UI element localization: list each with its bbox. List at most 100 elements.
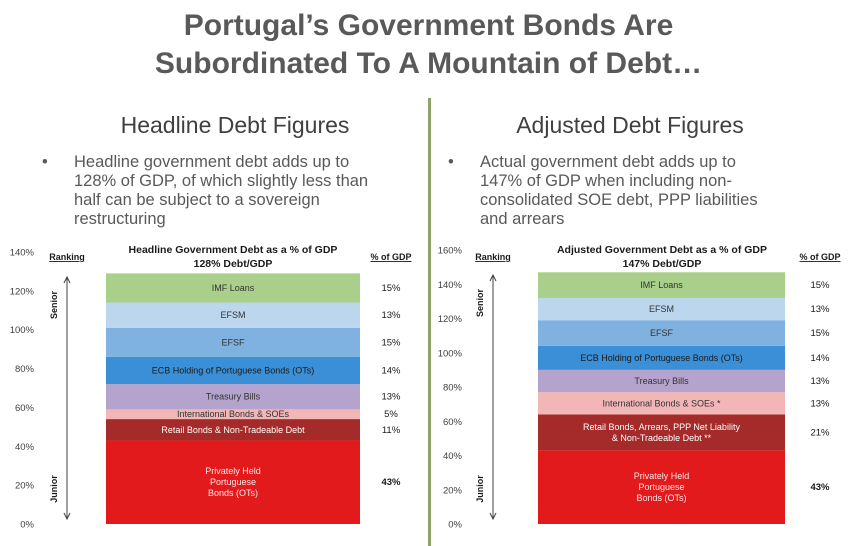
ranking-arrow-up-head [489, 273, 497, 282]
bar-segment-label: Treasury Bills [634, 376, 689, 386]
bar-segment-label: Retail Bonds & Non-Tradeable Debt [161, 425, 305, 435]
bar-segment-label: EFSM [649, 304, 674, 314]
bar-segment-pct-label: 13% [381, 310, 401, 321]
bar-segment [106, 356, 360, 385]
bar-segment-pct-label: 15% [810, 328, 830, 339]
bar-segment-label: ECB Holding of Portuguese Bonds (OTs) [152, 366, 315, 376]
ranking-label: Ranking [475, 252, 511, 262]
bar-segment-pct-label: 43% [381, 477, 401, 488]
bar-segment [106, 302, 360, 328]
right-bullet-dot: • [448, 153, 454, 171]
left-bullet-line: Headline government debt adds up to [74, 153, 350, 171]
ranking-arrow-up-head [63, 275, 71, 284]
y-tick-label: 20% [15, 481, 35, 492]
right-bullet-line: consolidated SOE debt, PPP liabilities [480, 191, 758, 209]
y-tick-label: 0% [20, 520, 34, 531]
chart-title: Adjusted Government Debt as a % of GDP [557, 244, 767, 256]
junior-label: Junior [475, 475, 485, 503]
bar-segment [538, 320, 785, 346]
y-tick-label: 100% [10, 325, 35, 336]
bar-segment-label: Privately Held [205, 466, 261, 476]
section-divider [428, 98, 431, 546]
bar-segment-label: Privately Held [634, 471, 690, 481]
chart-title: Headline Government Debt as a % of GDP [129, 244, 338, 256]
ranking-label: Ranking [49, 252, 85, 262]
y-tick-label: 120% [10, 286, 35, 297]
bar-segment [538, 272, 785, 298]
senior-label: Senior [475, 289, 485, 318]
left-section-heading: Headline Debt Figures [120, 112, 350, 138]
right-bullet-line: 147% of GDP when including non- [480, 172, 732, 190]
bar-segment-label: Portuguese [210, 477, 256, 487]
bar-segment-label: EFSF [221, 337, 245, 347]
left-bullet: • Headline government debt adds up to 12… [42, 153, 419, 229]
chart-subtitle: 147% Debt/GDP [623, 258, 702, 270]
y-tick-label: 20% [443, 485, 463, 496]
right-bullet-line: Actual government debt adds up to [480, 153, 736, 171]
ranking-arrow-down-head [63, 512, 71, 521]
bar-segment-label: & Non-Tradeable Debt ** [612, 433, 712, 443]
bar-segment-label: EFSM [220, 310, 245, 320]
y-tick-label: 160% [438, 246, 463, 257]
bar-segment-pct-label: 11% [382, 425, 401, 436]
chart-subtitle: 128% Debt/GDP [194, 258, 273, 270]
bar-segment [106, 419, 360, 441]
ranking-arrow-down-head [489, 512, 497, 521]
bar-segment [538, 450, 785, 524]
right-bullet-line: and arrears [480, 210, 565, 228]
bar-segment-pct-label: 15% [381, 337, 401, 348]
left-bullet-dot: • [42, 153, 48, 171]
bar-segment [106, 327, 360, 357]
adjusted-debt-chart: 0% 20% 40% 60% 80% 100% 120% 140% 160% Adjusted G… [438, 244, 841, 531]
bar-segment [538, 414, 785, 451]
senior-label: Senior [49, 291, 59, 320]
bar-segment [538, 297, 785, 321]
bar-segment-pct-label: 13% [810, 398, 830, 409]
bar-segment-label: Bonds (OTs) [636, 493, 686, 503]
bar-segment-label: Bonds (OTs) [208, 488, 258, 498]
y-tick-label: 60% [443, 417, 463, 428]
y-tick-label: 120% [438, 314, 463, 325]
bar-segment-pct-label: 5% [384, 409, 398, 420]
bar-segment-label: IMF Loans [212, 283, 255, 293]
bar-segment-label: ECB Holding of Portuguese Bonds (OTs) [580, 353, 743, 363]
bar-segment [106, 273, 360, 303]
right-bullet: • Actual government debt adds up to 147%… [448, 153, 825, 229]
y-tick-label: 80% [15, 364, 35, 375]
page-title-line-1: Portugal’s Government Bonds Are [183, 9, 674, 42]
bar-segment [538, 392, 785, 415]
bar-segment-label: Portuguese [638, 482, 684, 492]
left-bullet-line: 128% of GDP, of which slightly less than [74, 172, 369, 190]
y-tick-label: 40% [443, 451, 463, 462]
bar-segment-label: Treasury Bills [206, 392, 261, 402]
bar-segment-label: IMF Loans [640, 280, 683, 290]
bar-segment-pct-label: 14% [381, 366, 401, 377]
bar-segment [538, 369, 785, 393]
bar-segment [538, 345, 785, 370]
y-tick-label: 140% [438, 280, 463, 291]
bar-segment-pct-label: 43% [810, 482, 830, 493]
page-title-line-2: Subordinated To A Mountain of Debt… [154, 47, 703, 80]
bar-segment [106, 384, 360, 410]
bar-segment-label: International Bonds & SOEs * [602, 398, 721, 408]
bar-segment-label: Retail Bonds, Arrears, PPP Net Liability [583, 422, 740, 432]
y-tick-label: 0% [448, 520, 462, 531]
left-bullet-line: half can be subject to a sovereign [74, 191, 320, 209]
y-tick-label: 40% [15, 442, 35, 453]
y-tick-label: 140% [10, 248, 35, 259]
pct-of-gdp-header: % of GDP [370, 252, 411, 262]
junior-label: Junior [49, 475, 59, 503]
bar-segment-pct-label: 21% [810, 427, 830, 438]
bar-segment-pct-label: 13% [810, 376, 830, 387]
bar-segment-label: International Bonds & SOEs [177, 409, 290, 419]
pct-of-gdp-header: % of GDP [799, 252, 840, 262]
bar-segment [106, 409, 360, 420]
y-tick-label: 100% [438, 348, 463, 359]
bar-segment-pct-label: 13% [810, 304, 830, 315]
bar-segment-pct-label: 15% [381, 283, 401, 294]
bar-segment-pct-label: 13% [381, 392, 401, 403]
bar-segment-pct-label: 14% [810, 353, 830, 364]
y-tick-label: 60% [15, 403, 35, 414]
bar-segment-label: EFSF [650, 328, 674, 338]
bar-segment [106, 440, 360, 524]
